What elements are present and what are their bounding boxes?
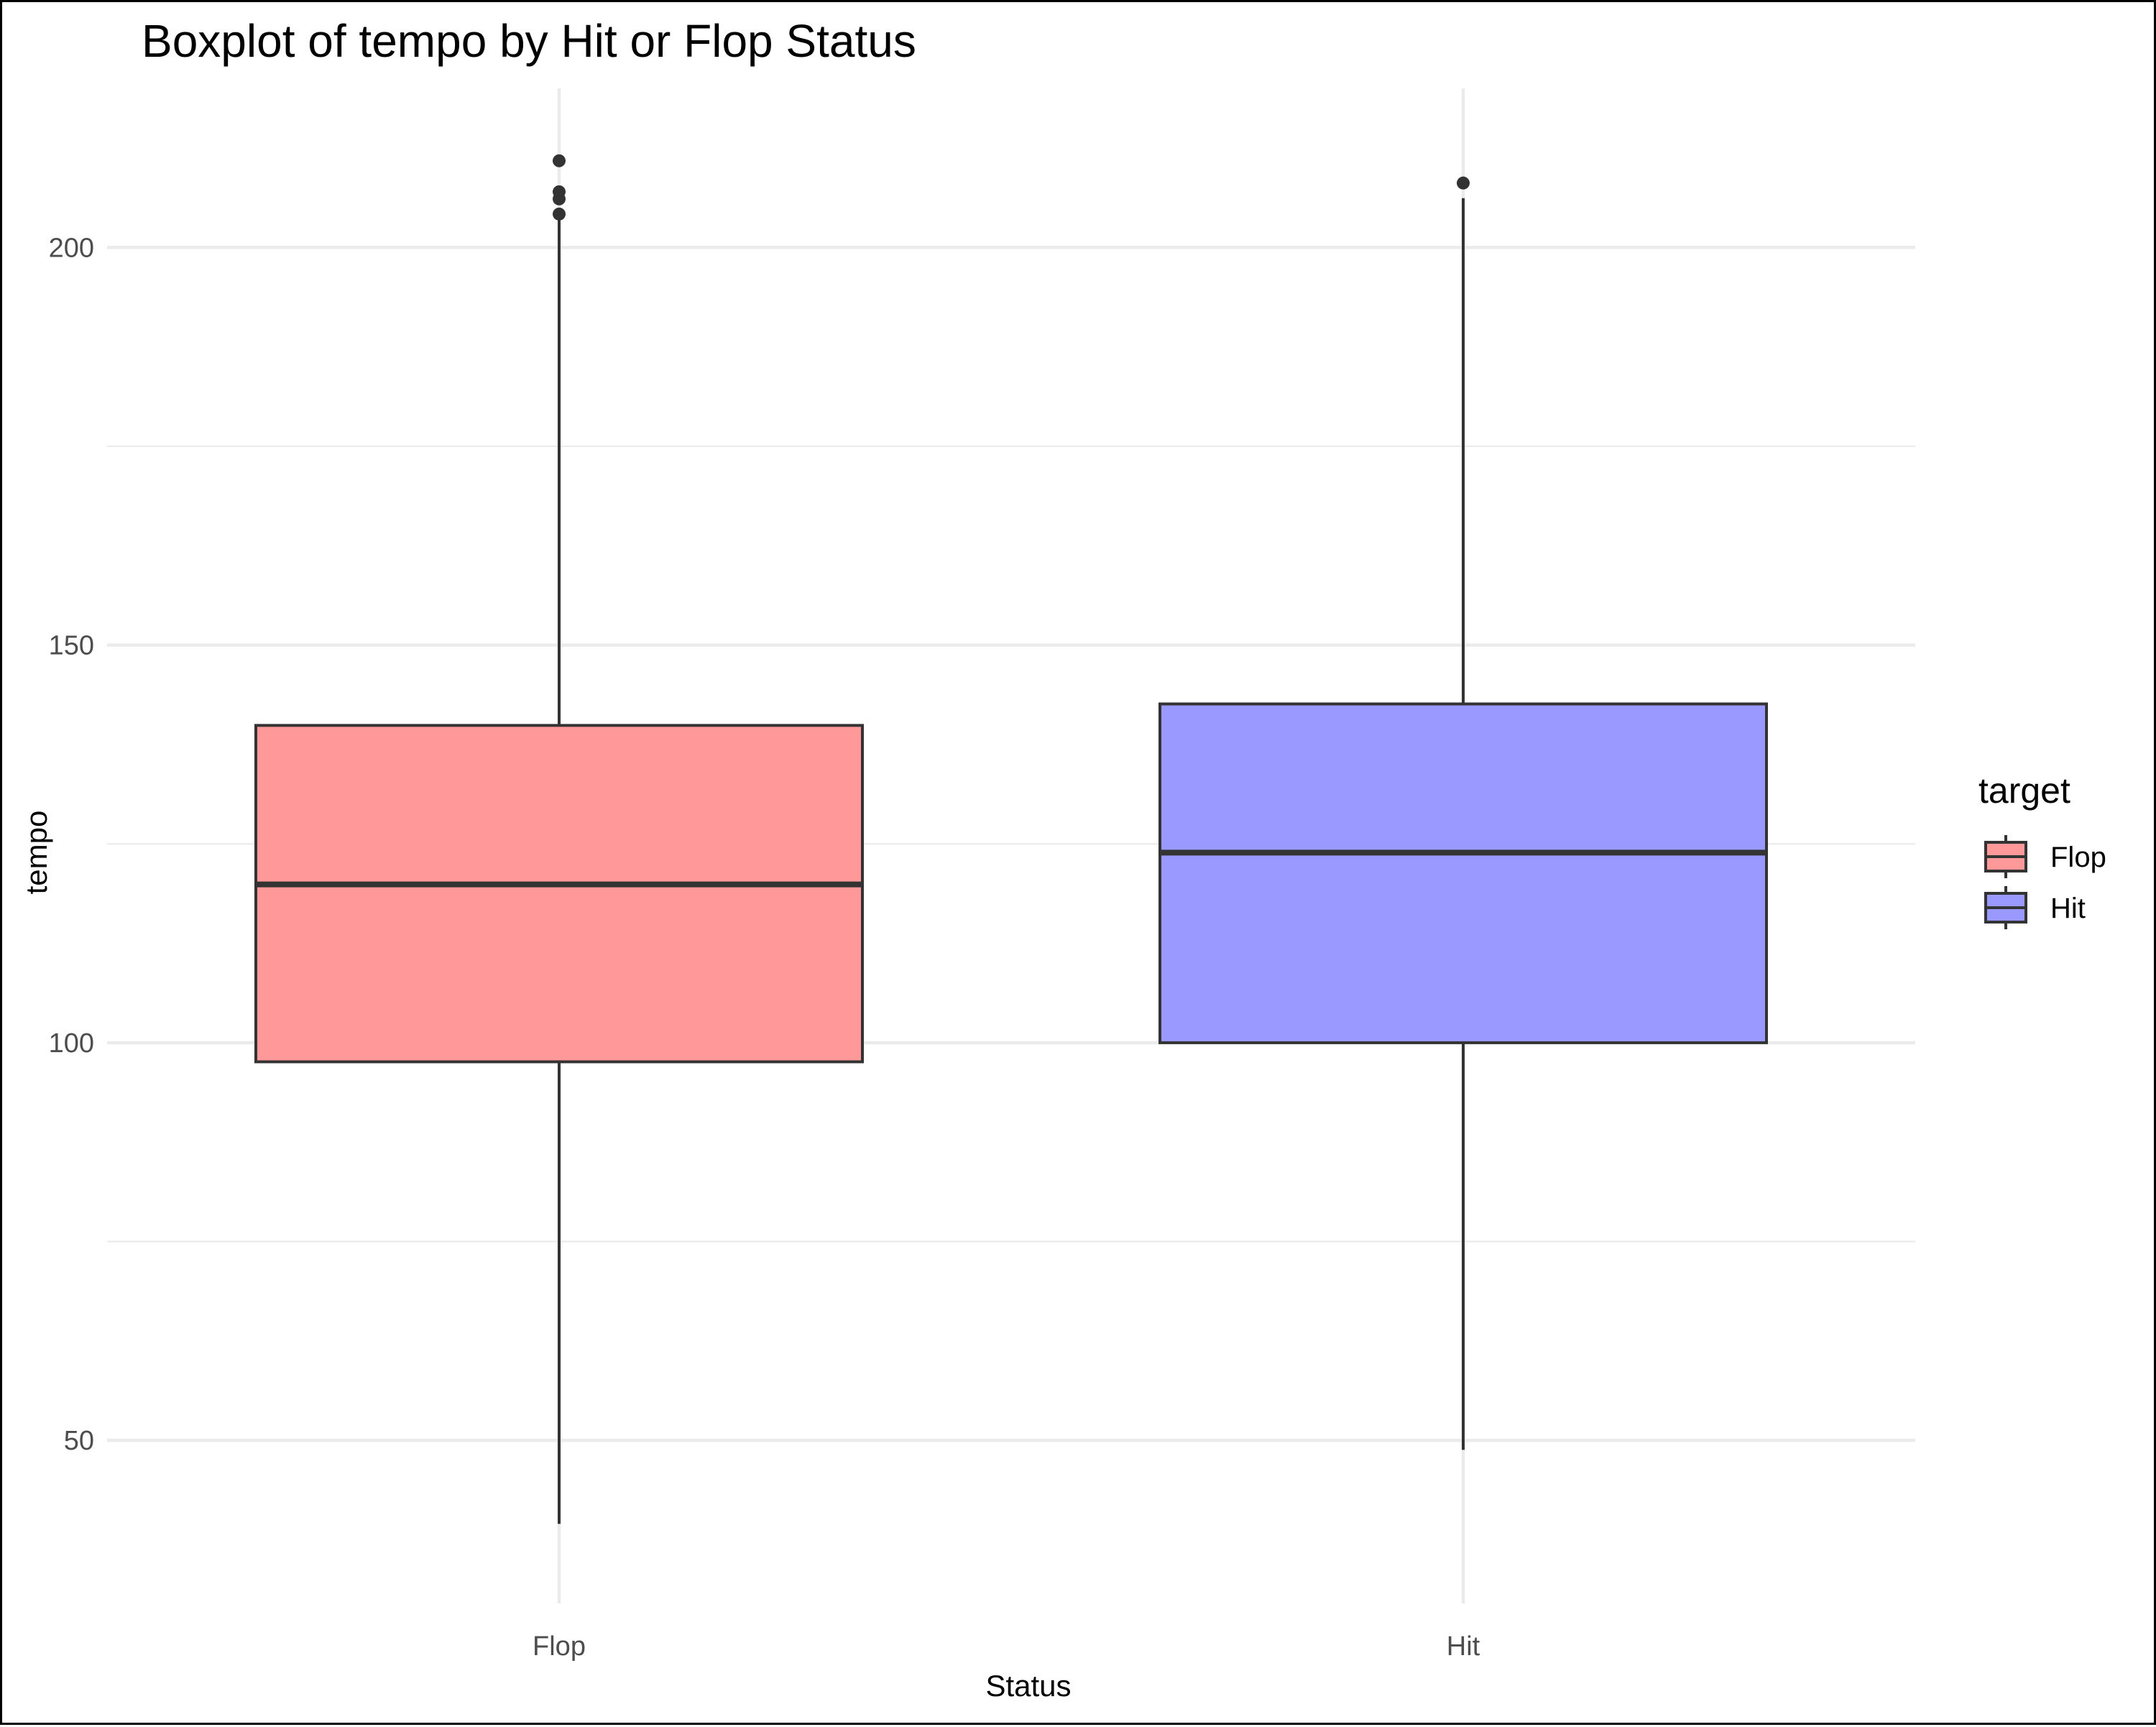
legend-label-flop: Flop bbox=[2050, 842, 2106, 873]
x-tick-label-flop: Flop bbox=[533, 1631, 586, 1662]
y-tick-label-100: 100 bbox=[49, 1028, 94, 1059]
chart-title: Boxplot of tempo by Hit or Flop Status bbox=[142, 15, 916, 67]
legend-entry-flop: Flop bbox=[1984, 835, 2106, 878]
x-tick-label-hit: Hit bbox=[1447, 1631, 1480, 1662]
box-group-hit bbox=[1158, 176, 1768, 1450]
box-flop bbox=[254, 724, 864, 1064]
axis-layer: 50 100 150 200 Flop Hit bbox=[49, 233, 1480, 1662]
legend-label-hit: Hit bbox=[2050, 893, 2086, 924]
outlier-point-flop-3 bbox=[553, 185, 566, 198]
legend: target Flop Hit bbox=[1978, 770, 2106, 929]
outlier-point-flop-1 bbox=[553, 207, 566, 221]
legend-title: target bbox=[1978, 770, 2070, 811]
box-layer bbox=[254, 154, 1768, 1524]
legend-keys: Flop Hit bbox=[1984, 835, 2106, 929]
x-axis-title: Status bbox=[985, 1669, 1071, 1703]
y-axis-title: tempo bbox=[19, 811, 53, 895]
y-tick-label-50: 50 bbox=[64, 1426, 94, 1456]
y-tick-label-150: 150 bbox=[49, 631, 94, 661]
box-group-flop bbox=[254, 154, 864, 1524]
outlier-point-hit-1 bbox=[1457, 176, 1470, 190]
y-tick-label-200: 200 bbox=[49, 233, 94, 263]
outlier-point-flop-4 bbox=[553, 154, 566, 167]
legend-entry-hit: Hit bbox=[1984, 886, 2086, 929]
box-hit bbox=[1158, 702, 1768, 1044]
